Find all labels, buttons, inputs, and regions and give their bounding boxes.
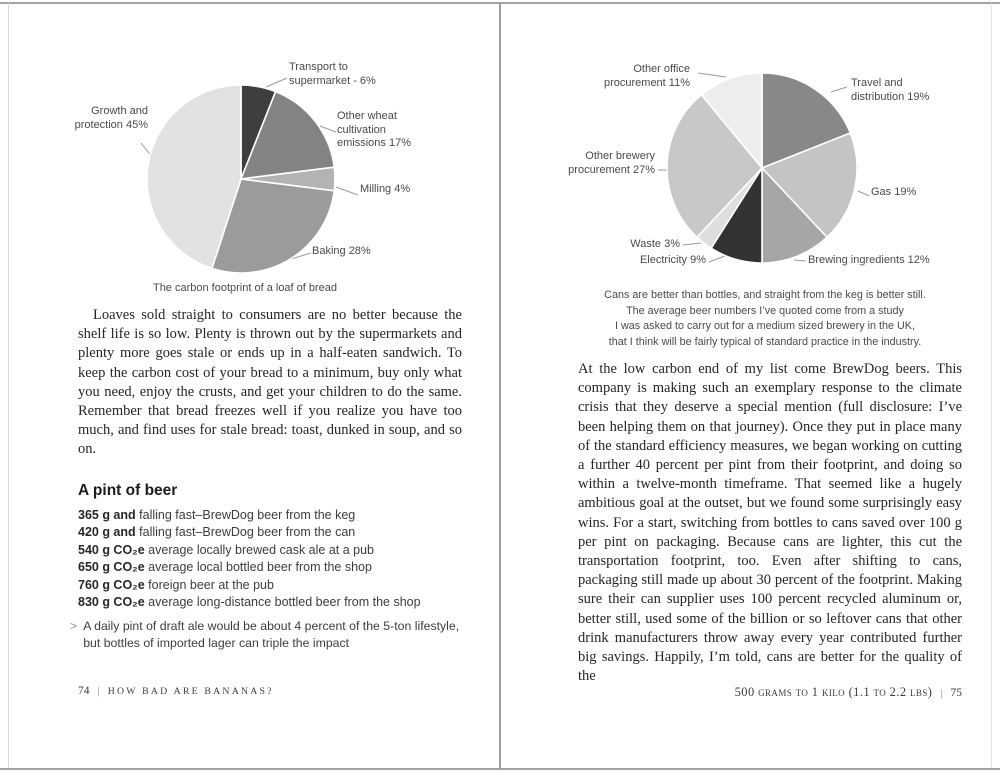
brewery-chart-caption: Cans are better than bottles, and straig… <box>530 288 1000 350</box>
beer-desc: falling fast–BrewDog beer from the keg <box>135 508 356 522</box>
pie-slice-other-brewery-procurement <box>666 94 763 239</box>
spread-left-border <box>8 3 9 768</box>
note-chevron-marker: > <box>70 619 78 633</box>
brewdog-paragraph: At the low carbon end of my list come Br… <box>578 361 962 685</box>
beer-list-item: 760 g CO₂e foreign beer at the pub <box>78 577 470 594</box>
caption-line: that I think will be fairly typical of s… <box>608 335 922 348</box>
leader-brewing <box>793 259 807 262</box>
slice-label-transport: Transport to supermarket - 6% <box>289 61 376 87</box>
beer-desc: average locally brewed cask ale at a pub <box>144 542 375 557</box>
pie-slice-other-office-procurement <box>700 72 763 169</box>
beer-desc: average long-distance bottled beer from … <box>144 595 421 610</box>
beer-list-item: 830 g CO₂e average long-distance bottled… <box>78 594 470 611</box>
page-number: 75 <box>950 687 963 699</box>
page-right: Other office procurement 11% Travel and … <box>500 0 1000 773</box>
beer-section-heading: A pint of beer <box>78 482 178 499</box>
slice-label-brewery: Other brewery procurement 27% <box>568 150 655 176</box>
leader-gas <box>857 190 870 197</box>
page-number: 74 <box>78 685 90 697</box>
slice-label-wheat: Other wheat cultivation emissions 17% <box>337 110 411 149</box>
caption-line: I was asked to carry out for a medium si… <box>614 320 916 333</box>
slice-label-growth: Growth and protection 45% <box>74 105 148 131</box>
pie-slice-growth-and-protection <box>146 84 242 270</box>
page-gutter-divider <box>499 2 501 770</box>
beer-desc: foreign beer at the pub <box>144 577 274 592</box>
running-section-label: 500 grams to 1 kilo (1.1 to 2.2 lbs) <box>734 685 933 699</box>
leader-office <box>697 72 727 78</box>
leader-milling <box>335 186 359 196</box>
bread-paragraph: Loaves sold straight to consumers are no… <box>78 307 462 458</box>
slice-label-gas: Gas 19% <box>871 186 917 198</box>
page-left: Transport to supermarket - 6% Other whea… <box>70 61 470 697</box>
beer-amount: 365 g and <box>78 508 136 522</box>
running-book-title: HOW BAD ARE BANANAS? <box>107 686 274 697</box>
footer-left: 74 | HOW BAD ARE BANANAS? <box>78 685 274 697</box>
caption-line: The average beer numbers I’ve quoted com… <box>626 304 904 317</box>
beer-desc: falling fast–BrewDog beer from the can <box>135 525 356 540</box>
leader-travel <box>830 86 848 93</box>
spread-right-border <box>991 3 992 768</box>
bread-pie-chart <box>140 77 359 274</box>
slice-label-milling: Milling 4% <box>360 183 411 195</box>
beer-desc: average local bottled beer from the shop <box>144 560 372 575</box>
brewery-pie-chart <box>658 72 870 264</box>
pie-slice-travel-and-distribution <box>761 72 852 169</box>
beer-amount: 650 g CO₂e <box>78 560 145 575</box>
beer-list-item: 420 g and falling fast–BrewDog beer from… <box>78 524 470 541</box>
slice-label-waste: Waste 3% <box>630 238 680 250</box>
slice-label-travel: Travel and distribution 19% <box>851 77 930 103</box>
slice-label-office: Other office procurement 11% <box>603 63 690 89</box>
beer-amount: 540 g CO₂e <box>78 542 145 557</box>
leader-waste <box>682 242 702 246</box>
beer-amount: 760 g CO₂e <box>78 577 145 592</box>
bread-chart-caption: The carbon footprint of a loaf of bread <box>152 282 338 294</box>
caption-line: Cans are better than bottles, and straig… <box>604 289 926 301</box>
pie-slice-brewing-ingredients <box>761 167 828 264</box>
beer-list: 365 g and falling fast–BrewDog beer from… <box>78 507 470 611</box>
pie-slice-baking <box>211 178 336 274</box>
slice-label-brewing: Brewing ingredients 12% <box>808 254 930 266</box>
footer-right: 500 grams to 1 kilo (1.1 to 2.2 lbs) | 75 <box>735 685 962 700</box>
leader-baking <box>290 252 312 260</box>
beer-list-item: 365 g and falling fast–BrewDog beer from… <box>78 507 470 524</box>
beer-amount: 830 g CO₂e <box>78 595 145 610</box>
beer-note: > A daily pint of draft ale would be abo… <box>70 618 470 652</box>
slice-label-electricity: Electricity 9% <box>639 254 706 266</box>
beer-list-item: 650 g CO₂e average local bottled beer fr… <box>78 559 470 576</box>
slice-label-baking: Baking 28% <box>312 245 371 257</box>
pie-slice-gas <box>761 132 858 239</box>
beer-amount: 420 g and <box>78 525 136 540</box>
footer-divider: | <box>97 685 100 697</box>
beer-list-item: 540 g CO₂e average locally brewed cask a… <box>78 542 470 559</box>
pie-slice-other-wheat-cultivation-emissions <box>240 90 336 180</box>
footer-divider: | <box>940 687 943 699</box>
leader-wheat <box>319 125 337 133</box>
note-text: A daily pint of draft ale would be about… <box>83 619 460 651</box>
leader-transport <box>265 77 288 88</box>
